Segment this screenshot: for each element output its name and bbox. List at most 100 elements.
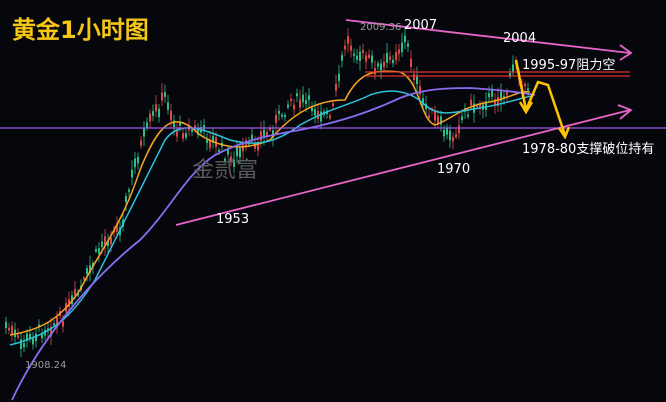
candle-body bbox=[68, 299, 70, 307]
candle-body bbox=[155, 104, 157, 112]
candle-body bbox=[449, 130, 451, 141]
candle-body bbox=[317, 110, 319, 119]
candle-body bbox=[143, 128, 145, 137]
candle-body bbox=[266, 131, 268, 137]
candle-body bbox=[239, 148, 241, 158]
candle-body bbox=[218, 149, 220, 152]
candle-body bbox=[374, 67, 376, 75]
candle-body bbox=[254, 143, 256, 149]
ma-slow bbox=[11, 87, 536, 401]
candle-body bbox=[509, 73, 511, 77]
candle-body bbox=[281, 114, 283, 117]
candle-body bbox=[128, 189, 130, 192]
candle-body bbox=[161, 92, 163, 101]
candle-body bbox=[401, 42, 403, 52]
candle-body bbox=[458, 125, 460, 134]
candle-body bbox=[491, 88, 493, 97]
candle-body bbox=[314, 109, 316, 116]
trendline-lower bbox=[175, 109, 631, 226]
candle-body bbox=[353, 53, 355, 56]
candle-body bbox=[452, 137, 454, 142]
candle-body bbox=[191, 129, 193, 132]
candle-body bbox=[488, 93, 490, 98]
candle-body bbox=[38, 324, 40, 327]
price-label: 1908.24 bbox=[25, 360, 66, 371]
candle-body bbox=[134, 158, 136, 168]
candle-body bbox=[500, 91, 502, 102]
candle-body bbox=[104, 236, 106, 246]
candle-body bbox=[74, 289, 76, 296]
candle-body bbox=[413, 73, 415, 81]
candle-body bbox=[422, 98, 424, 106]
arrow-head bbox=[518, 101, 534, 115]
annotation: 1978-80支撑破位持有 bbox=[522, 142, 654, 157]
candle-body bbox=[257, 142, 259, 151]
candle-body bbox=[392, 59, 394, 64]
candle-body bbox=[224, 158, 226, 162]
candle-body bbox=[29, 333, 31, 339]
candle-body bbox=[194, 125, 196, 130]
candle-body bbox=[179, 122, 181, 126]
candle-body bbox=[89, 265, 91, 274]
candle-body bbox=[77, 293, 79, 296]
candle-body bbox=[395, 52, 397, 61]
candle-body bbox=[116, 223, 118, 232]
candle-body bbox=[380, 63, 382, 71]
candle-body bbox=[227, 149, 229, 155]
candle-body bbox=[296, 93, 298, 97]
candle-body bbox=[41, 333, 43, 339]
candle-body bbox=[20, 339, 22, 350]
arrow-head bbox=[619, 44, 633, 61]
candle-body bbox=[236, 147, 238, 157]
candle-body bbox=[305, 100, 307, 105]
candle-body bbox=[182, 133, 184, 139]
candle-body bbox=[176, 130, 178, 137]
candle-body bbox=[416, 75, 418, 84]
candle-body bbox=[440, 116, 442, 125]
candle-body bbox=[56, 316, 58, 325]
candle-body bbox=[158, 108, 160, 118]
candle-body bbox=[251, 134, 253, 141]
candle-body bbox=[362, 49, 364, 53]
candle-body bbox=[149, 113, 151, 122]
candle-body bbox=[494, 99, 496, 106]
arrow-head bbox=[617, 104, 633, 120]
candle-body bbox=[35, 333, 37, 341]
candle-body bbox=[476, 105, 478, 108]
candle-body bbox=[125, 196, 127, 203]
candle-body bbox=[347, 36, 349, 44]
candle-body bbox=[140, 140, 142, 146]
candle-body bbox=[335, 84, 337, 91]
candle-body bbox=[209, 139, 211, 148]
candle-body bbox=[107, 240, 109, 247]
candle-body bbox=[167, 102, 169, 110]
candle-body bbox=[152, 111, 154, 116]
candle-body bbox=[371, 55, 373, 63]
candle-body bbox=[302, 94, 304, 103]
candle-body bbox=[203, 125, 205, 130]
candle-body bbox=[344, 45, 346, 50]
annotation: 1970 bbox=[437, 162, 470, 177]
candle-body bbox=[272, 130, 274, 138]
candle-body bbox=[50, 326, 52, 337]
ma-fast bbox=[9, 70, 531, 336]
candle-body bbox=[5, 321, 7, 329]
candle-body bbox=[146, 122, 148, 128]
candle-body bbox=[98, 248, 100, 254]
watermark: 金贰富 bbox=[192, 158, 258, 183]
candle-body bbox=[389, 56, 391, 60]
candle-body bbox=[350, 45, 352, 51]
candle-body bbox=[137, 156, 139, 164]
candle-body bbox=[368, 54, 370, 58]
trendline-upper bbox=[345, 19, 631, 54]
candle-body bbox=[173, 120, 175, 128]
candle-body bbox=[497, 96, 499, 107]
candle-body bbox=[512, 64, 514, 73]
candle-body bbox=[410, 58, 412, 68]
candle-body bbox=[527, 88, 529, 91]
candle-body bbox=[53, 323, 55, 326]
candle-body bbox=[290, 98, 292, 102]
annotation: 2004 bbox=[503, 31, 536, 46]
